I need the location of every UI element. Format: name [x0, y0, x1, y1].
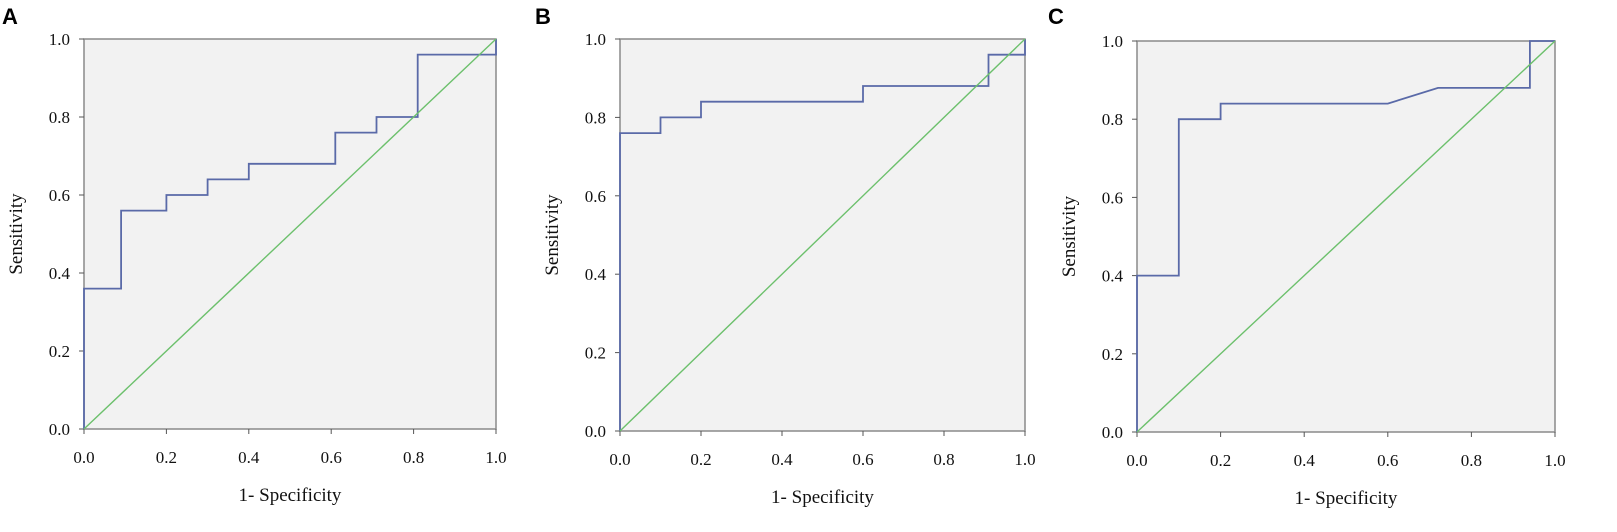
x-tick-label: 0.0 — [73, 448, 94, 467]
y-axis-title: Sensitivity — [1059, 195, 1080, 277]
y-tick-label: 0.8 — [1102, 110, 1123, 129]
y-tick-label: 0.6 — [49, 186, 70, 205]
y-tick-label: 0.4 — [49, 264, 71, 283]
x-tick-label: 0.8 — [1461, 451, 1482, 470]
roc-curve-line — [619, 39, 1026, 431]
y-tick-label: 1.0 — [49, 30, 70, 49]
reference-diagonal-line — [619, 38, 1026, 432]
x-tick-label: 0.4 — [1294, 451, 1316, 470]
roc-panel-a: A 0.0 0.2 0.4 0.6 0.8 1.0 0.0 0.2 0.4 0.6 0.8 1.0 1- … — [2, 4, 507, 506]
x-tick-label: 0.4 — [771, 450, 793, 469]
x-tick-label: 0.0 — [1126, 451, 1147, 470]
y-tick-label: 0.6 — [1102, 188, 1123, 207]
roc-curve-line — [83, 39, 497, 429]
x-tick-label: 0.4 — [238, 448, 260, 467]
y-tick-label: 0.0 — [49, 420, 70, 439]
panel-letter: B — [535, 4, 551, 29]
x-tick-label: 0.2 — [156, 448, 177, 467]
roc-panel-c: C 0.0 0.2 0.4 0.6 0.8 1.0 0.0 0.2 0.4 0.6 0.8 1.0 1- … — [1048, 4, 1566, 509]
panel-letter: A — [2, 4, 18, 29]
x-tick-label: 0.6 — [321, 448, 342, 467]
x-tick-label: 0.6 — [852, 450, 873, 469]
y-tick-label: 0.4 — [1102, 267, 1124, 286]
x-axis-title: 1- Specificity — [239, 485, 342, 506]
y-tick-label: 1.0 — [585, 30, 606, 49]
y-tick-label: 0.8 — [585, 108, 606, 127]
x-tick-label: 0.6 — [1377, 451, 1398, 470]
panel-letter: C — [1048, 4, 1064, 29]
roc-panel-b: B 0.0 0.2 0.4 0.6 0.8 1.0 0.0 0.2 0.4 0.6 0.8 1.0 1- … — [535, 4, 1036, 508]
x-tick-label: 1.0 — [485, 448, 506, 467]
x-tick-label: 1.0 — [1014, 450, 1035, 469]
x-axis-title: 1- Specificity — [771, 487, 874, 508]
y-axis-title: Sensitivity — [542, 194, 563, 276]
reference-diagonal-line — [83, 38, 497, 430]
y-tick-label: 0.4 — [585, 265, 607, 284]
y-tick-label: 0.2 — [49, 342, 70, 361]
x-tick-label: 0.8 — [403, 448, 424, 467]
y-tick-label: 0.2 — [1102, 345, 1123, 364]
x-tick-label: 0.8 — [933, 450, 954, 469]
x-tick-label: 1.0 — [1544, 451, 1565, 470]
y-tick-label: 0.0 — [585, 422, 606, 441]
roc-curve-line — [1136, 40, 1555, 432]
y-tick-label: 0.0 — [1102, 423, 1123, 442]
x-axis-title: 1- Specificity — [1295, 488, 1398, 509]
y-tick-label: 0.8 — [49, 108, 70, 127]
x-tick-label: 0.2 — [1210, 451, 1231, 470]
y-tick-label: 0.6 — [585, 187, 606, 206]
y-tick-label: 0.2 — [585, 344, 606, 363]
x-tick-label: 0.0 — [609, 450, 630, 469]
reference-diagonal-line — [1136, 40, 1556, 433]
y-axis-title: Sensitivity — [6, 193, 27, 275]
y-tick-label: 1.0 — [1102, 32, 1123, 51]
x-tick-label: 0.2 — [690, 450, 711, 469]
